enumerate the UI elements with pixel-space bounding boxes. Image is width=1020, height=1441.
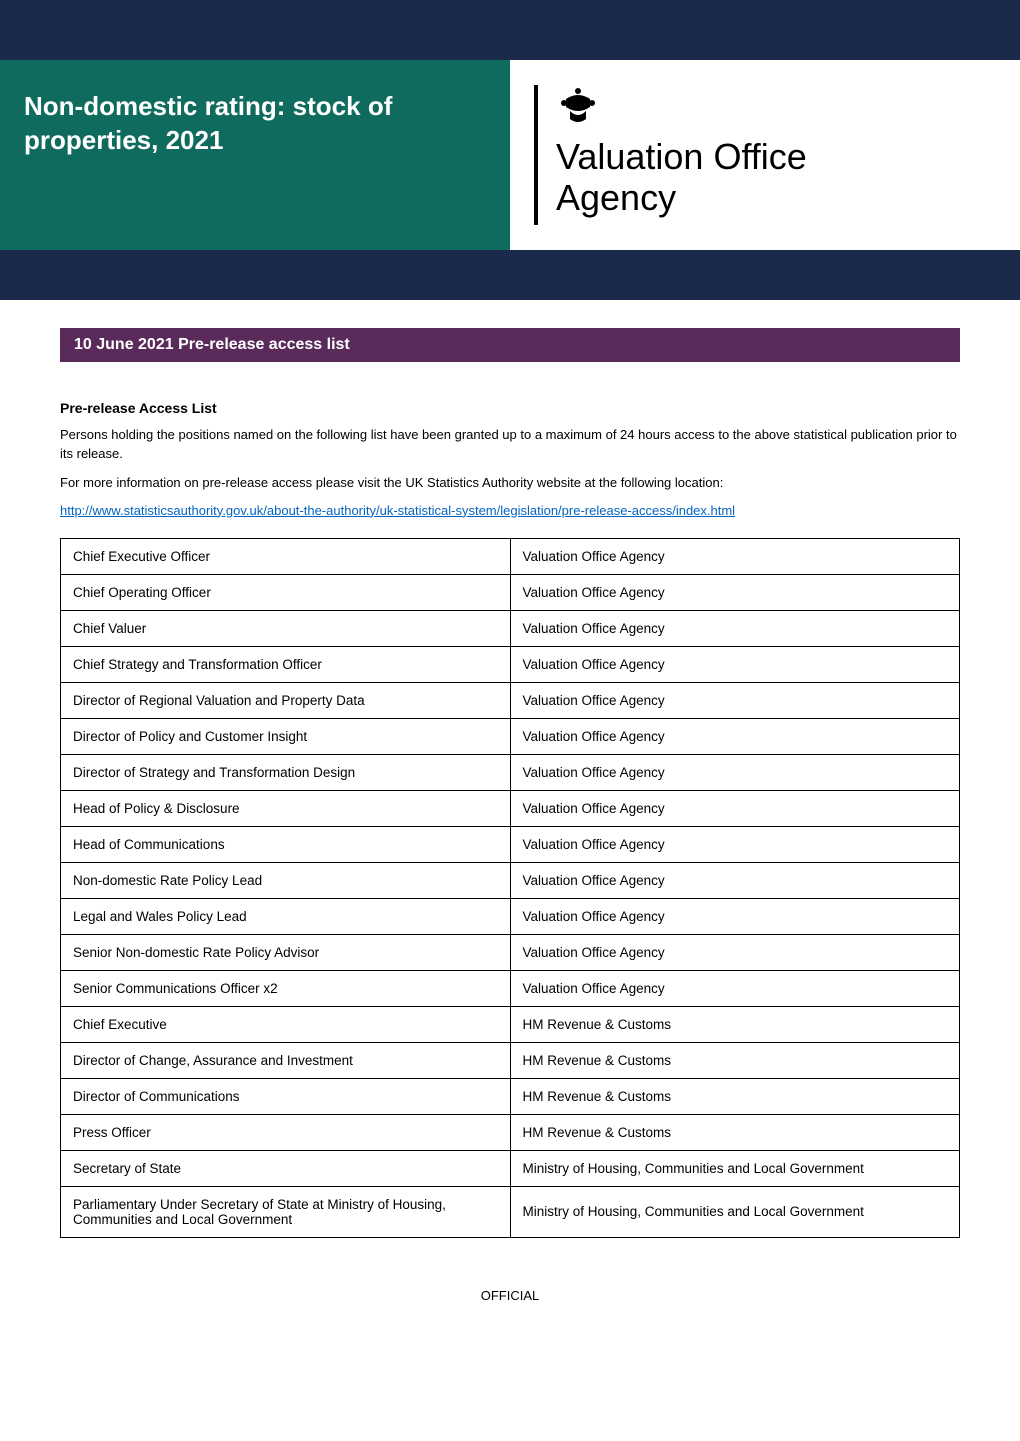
table-row: Senior Non-domestic Rate Policy AdvisorV… — [61, 934, 960, 970]
role-cell: Head of Policy & Disclosure — [61, 790, 511, 826]
top-banner — [0, 0, 1020, 60]
agency-name-line2: Agency — [556, 177, 807, 218]
table-row: Press OfficerHM Revenue & Customs — [61, 1114, 960, 1150]
role-cell: Non-domestic Rate Policy Lead — [61, 862, 511, 898]
organisation-cell: Valuation Office Agency — [510, 790, 960, 826]
logo-divider-bar — [534, 85, 538, 225]
role-cell: Chief Executive Officer — [61, 538, 511, 574]
table-row: Chief Executive OfficerValuation Office … — [61, 538, 960, 574]
table-row: Director of Regional Valuation and Prope… — [61, 682, 960, 718]
organisation-cell: Valuation Office Agency — [510, 934, 960, 970]
role-cell: Chief Valuer — [61, 610, 511, 646]
organisation-cell: Ministry of Housing, Communities and Loc… — [510, 1150, 960, 1186]
header-left: Non-domestic rating: stock of properties… — [0, 60, 510, 250]
access-list-table: Chief Executive OfficerValuation Office … — [60, 538, 960, 1238]
subheading: Pre-release Access List — [60, 400, 960, 416]
role-cell: Head of Communications — [61, 826, 511, 862]
content-area: Pre-release Access List Persons holding … — [0, 362, 1020, 1238]
table-row: Legal and Wales Policy LeadValuation Off… — [61, 898, 960, 934]
organisation-cell: Ministry of Housing, Communities and Loc… — [510, 1186, 960, 1237]
organisation-cell: Valuation Office Agency — [510, 538, 960, 574]
role-cell: Parliamentary Under Secretary of State a… — [61, 1186, 511, 1237]
organisation-cell: Valuation Office Agency — [510, 682, 960, 718]
intro-paragraph-1: Persons holding the positions named on t… — [60, 426, 960, 464]
role-cell: Director of Strategy and Transformation … — [61, 754, 511, 790]
organisation-cell: Valuation Office Agency — [510, 862, 960, 898]
organisation-cell: HM Revenue & Customs — [510, 1114, 960, 1150]
organisation-cell: HM Revenue & Customs — [510, 1078, 960, 1114]
role-cell: Secretary of State — [61, 1150, 511, 1186]
role-cell: Press Officer — [61, 1114, 511, 1150]
agency-logo: Valuation Office Agency — [534, 85, 996, 225]
header-row: Non-domestic rating: stock of properties… — [0, 60, 1020, 250]
role-cell: Chief Operating Officer — [61, 574, 511, 610]
organisation-cell: Valuation Office Agency — [510, 754, 960, 790]
sub-banner — [0, 250, 1020, 300]
organisation-cell: Valuation Office Agency — [510, 574, 960, 610]
role-cell: Chief Executive — [61, 1006, 511, 1042]
role-cell: Director of Regional Valuation and Prope… — [61, 682, 511, 718]
table-row: Chief ValuerValuation Office Agency — [61, 610, 960, 646]
section-title-bar: 10 June 2021 Pre-release access list — [60, 328, 960, 362]
intro-paragraph-2: For more information on pre-release acce… — [60, 474, 960, 493]
table-row: Chief Strategy and Transformation Office… — [61, 646, 960, 682]
organisation-cell: HM Revenue & Customs — [510, 1042, 960, 1078]
table-row: Director of Strategy and Transformation … — [61, 754, 960, 790]
table-row: Director of Change, Assurance and Invest… — [61, 1042, 960, 1078]
role-cell: Senior Communications Officer x2 — [61, 970, 511, 1006]
role-cell: Legal and Wales Policy Lead — [61, 898, 511, 934]
table-row: Director of CommunicationsHM Revenue & C… — [61, 1078, 960, 1114]
table-row: Parliamentary Under Secretary of State a… — [61, 1186, 960, 1237]
organisation-cell: Valuation Office Agency — [510, 646, 960, 682]
table-row: Head of CommunicationsValuation Office A… — [61, 826, 960, 862]
table-row: Head of Policy & DisclosureValuation Off… — [61, 790, 960, 826]
organisation-cell: Valuation Office Agency — [510, 718, 960, 754]
header-right: Valuation Office Agency — [510, 60, 1020, 250]
logo-text-block: Valuation Office Agency — [556, 85, 807, 219]
pre-release-info-link[interactable]: http://www.statisticsauthority.gov.uk/ab… — [60, 503, 960, 518]
table-row: Non-domestic Rate Policy LeadValuation O… — [61, 862, 960, 898]
organisation-cell: HM Revenue & Customs — [510, 1006, 960, 1042]
agency-name-line1: Valuation Office — [556, 136, 807, 177]
organisation-cell: Valuation Office Agency — [510, 826, 960, 862]
role-cell: Senior Non-domestic Rate Policy Advisor — [61, 934, 511, 970]
table-row: Secretary of StateMinistry of Housing, C… — [61, 1150, 960, 1186]
role-cell: Director of Policy and Customer Insight — [61, 718, 511, 754]
organisation-cell: Valuation Office Agency — [510, 610, 960, 646]
crown-crest-icon — [556, 85, 807, 132]
organisation-cell: Valuation Office Agency — [510, 898, 960, 934]
footer-classification: OFFICIAL — [0, 1288, 1020, 1323]
table-row: Director of Policy and Customer InsightV… — [61, 718, 960, 754]
role-cell: Director of Communications — [61, 1078, 511, 1114]
organisation-cell: Valuation Office Agency — [510, 970, 960, 1006]
role-cell: Chief Strategy and Transformation Office… — [61, 646, 511, 682]
table-row: Chief ExecutiveHM Revenue & Customs — [61, 1006, 960, 1042]
role-cell: Director of Change, Assurance and Invest… — [61, 1042, 511, 1078]
document-title: Non-domestic rating: stock of properties… — [24, 90, 486, 158]
table-row: Senior Communications Officer x2Valuatio… — [61, 970, 960, 1006]
table-row: Chief Operating OfficerValuation Office … — [61, 574, 960, 610]
